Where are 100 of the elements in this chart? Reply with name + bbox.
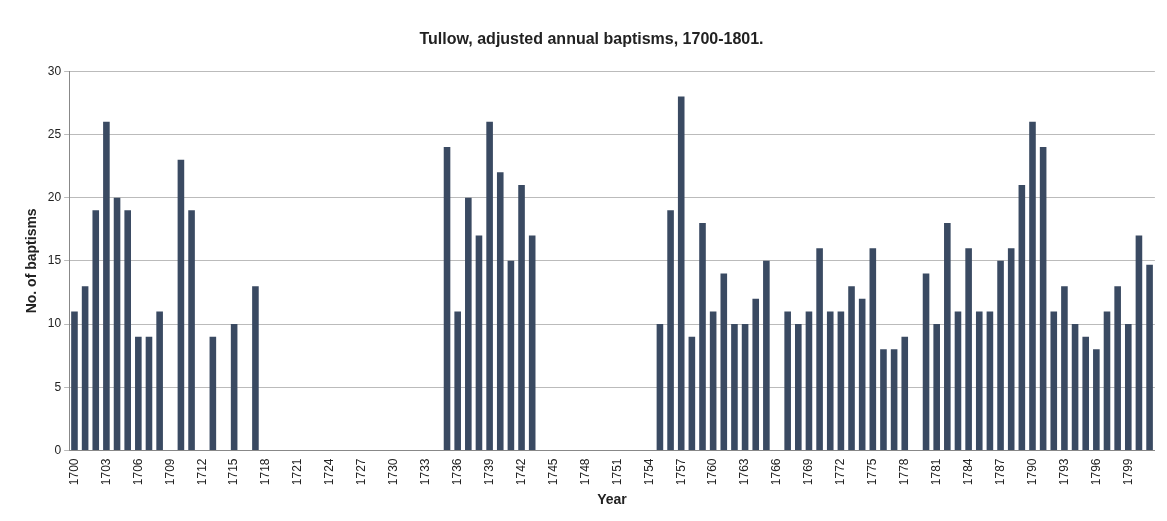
bar — [795, 324, 802, 451]
bar — [763, 260, 770, 451]
bar — [826, 311, 834, 451]
x-tick-label: 1778 — [897, 458, 912, 486]
bar — [518, 184, 525, 451]
bar — [1039, 147, 1047, 451]
bar — [975, 311, 983, 451]
x-tick-label: 1790 — [1024, 458, 1039, 486]
bar — [741, 324, 749, 451]
bar — [188, 210, 195, 451]
bar — [528, 235, 536, 451]
bar — [954, 311, 962, 451]
x-tick-label: 1787 — [992, 458, 1007, 486]
bar — [901, 336, 909, 451]
x-tick-label: 1796 — [1088, 458, 1103, 486]
bar — [1114, 286, 1121, 451]
bar — [145, 336, 153, 451]
bar — [699, 222, 706, 451]
y-tick-label: 25 — [47, 126, 62, 141]
bar — [177, 159, 185, 451]
bar — [1082, 336, 1090, 451]
x-tick-label: 1784 — [960, 458, 975, 486]
bar — [135, 336, 142, 451]
bar — [965, 248, 972, 451]
x-tick-label: 1700 — [66, 458, 81, 486]
x-tick-label: 1733 — [418, 458, 433, 486]
bar — [507, 260, 515, 451]
x-tick-label: 1739 — [481, 458, 496, 486]
y-tick-label: 30 — [47, 63, 62, 78]
bar — [1135, 235, 1143, 451]
bar — [496, 172, 504, 451]
x-tick-label: 1760 — [705, 458, 720, 486]
bar — [71, 311, 78, 451]
bar — [869, 248, 877, 451]
bar — [124, 210, 131, 451]
y-tick-label: 20 — [47, 189, 62, 204]
y-tick-label: 0 — [54, 442, 62, 457]
x-tick-label: 1742 — [513, 458, 528, 486]
x-tick-label: 1772 — [833, 458, 848, 486]
x-tick-label: 1769 — [801, 458, 816, 486]
x-tick-label: 1799 — [1120, 458, 1135, 486]
x-tick-label: 1712 — [194, 458, 209, 486]
bar — [252, 286, 259, 451]
bar — [848, 286, 855, 451]
x-tick-label: 1703 — [98, 458, 113, 486]
chart-title: Tullow, adjusted annual baptisms, 1700-1801. — [419, 30, 764, 48]
x-tick-label: 1736 — [449, 458, 464, 486]
bar — [1061, 286, 1068, 451]
bar — [1029, 121, 1036, 451]
x-tick-label: 1748 — [577, 458, 592, 486]
bar — [1007, 248, 1015, 451]
bar — [933, 324, 940, 451]
x-tick-label: 1718 — [258, 458, 273, 486]
bar — [667, 210, 674, 451]
x-tick-label: 1721 — [290, 458, 305, 486]
bar — [688, 336, 696, 451]
bar — [858, 298, 866, 451]
x-tick-label: 1757 — [673, 458, 688, 486]
bar — [1093, 349, 1100, 451]
bar — [92, 210, 100, 451]
bar — [880, 349, 887, 451]
bar — [230, 324, 238, 451]
bar — [816, 248, 823, 451]
bar — [81, 286, 89, 451]
x-tick-label: 1793 — [1056, 458, 1071, 486]
bar — [443, 147, 451, 451]
x-tick-label: 1745 — [545, 458, 560, 486]
bar — [103, 121, 110, 451]
bar — [922, 273, 930, 451]
x-tick-label: 1754 — [641, 458, 656, 486]
bar — [156, 311, 163, 451]
x-tick-label: 1715 — [226, 458, 241, 486]
bar — [656, 324, 664, 451]
y-tick-label: 15 — [47, 253, 62, 268]
bar — [720, 273, 728, 451]
bar — [1071, 324, 1079, 451]
bar — [475, 235, 483, 451]
x-tick-label: 1727 — [354, 458, 369, 486]
bar — [465, 197, 472, 451]
bar — [784, 311, 791, 451]
bar — [1018, 184, 1026, 451]
bar — [1146, 264, 1153, 451]
bar — [486, 121, 493, 451]
x-tick-label: 1763 — [737, 458, 752, 486]
x-tick-label: 1706 — [130, 458, 145, 486]
bar — [890, 349, 898, 451]
bar — [1124, 324, 1132, 451]
bar — [731, 324, 738, 451]
x-axis-title: Year — [597, 491, 628, 508]
y-tick-label: 5 — [54, 379, 62, 394]
x-tick-label: 1730 — [386, 458, 401, 486]
bar — [805, 311, 813, 451]
bar — [944, 222, 951, 451]
bar — [709, 311, 717, 451]
x-tick-label: 1724 — [322, 458, 337, 486]
bar — [997, 260, 1004, 451]
bar — [1103, 311, 1111, 451]
bar — [209, 336, 217, 451]
bar — [113, 197, 121, 451]
x-tick-label: 1781 — [929, 458, 943, 486]
